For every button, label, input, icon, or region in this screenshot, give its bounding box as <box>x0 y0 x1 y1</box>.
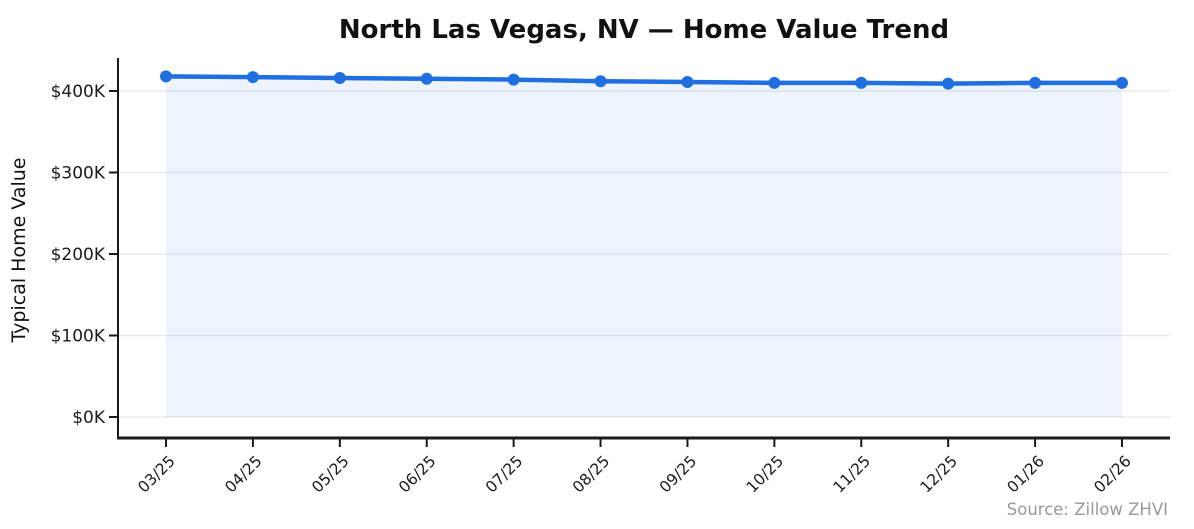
x-tick-label: 10/25 <box>743 452 787 496</box>
x-tick-label: 04/25 <box>221 452 265 496</box>
y-tick-label: $100K <box>51 327 106 347</box>
y-tick-label: $400K <box>51 82 106 102</box>
data-point-01-26 <box>1029 76 1042 89</box>
trend-line <box>163 74 1125 86</box>
data-point-10-25 <box>768 76 781 89</box>
y-axis-title: Typical Home Value <box>8 158 30 344</box>
data-point-05-25 <box>333 71 346 84</box>
data-point-09-25 <box>681 76 694 89</box>
data-point-02-26 <box>1116 76 1128 89</box>
x-tick-label: 08/25 <box>569 452 613 496</box>
y-tick-label: $200K <box>51 245 106 265</box>
chart-title: North Las Vegas, NV — Home Value Trend <box>339 15 949 45</box>
y-tick-label: $300K <box>51 164 106 184</box>
x-tick-label: 07/25 <box>482 452 526 496</box>
x-tick-label: 09/25 <box>656 452 700 496</box>
data-point-04-25 <box>246 71 259 84</box>
x-tick-label: 11/25 <box>830 452 874 496</box>
data-point-11-25 <box>855 76 868 89</box>
area-fill <box>166 76 1122 417</box>
x-tick-label: 05/25 <box>308 452 352 496</box>
x-tick-label: 12/25 <box>917 452 961 496</box>
plot-layer: $0K $100K $200K $300K $400K 03/25 04/25 05/25 06… <box>51 58 1170 496</box>
data-point-07-25 <box>507 73 520 86</box>
x-tick-label: 01/26 <box>1004 452 1048 496</box>
y-tick-label: $0K <box>72 408 106 428</box>
data-point-12-25 <box>942 77 955 90</box>
data-point-08-25 <box>594 75 607 88</box>
x-tick-label: 02/26 <box>1091 452 1135 496</box>
data-point-03-25 <box>160 70 172 83</box>
x-tick-label: 06/25 <box>395 452 439 496</box>
data-point-06-25 <box>420 72 433 85</box>
x-tick-label: 03/25 <box>135 452 179 496</box>
source-note: Source: Zillow ZHVI <box>1007 500 1168 519</box>
